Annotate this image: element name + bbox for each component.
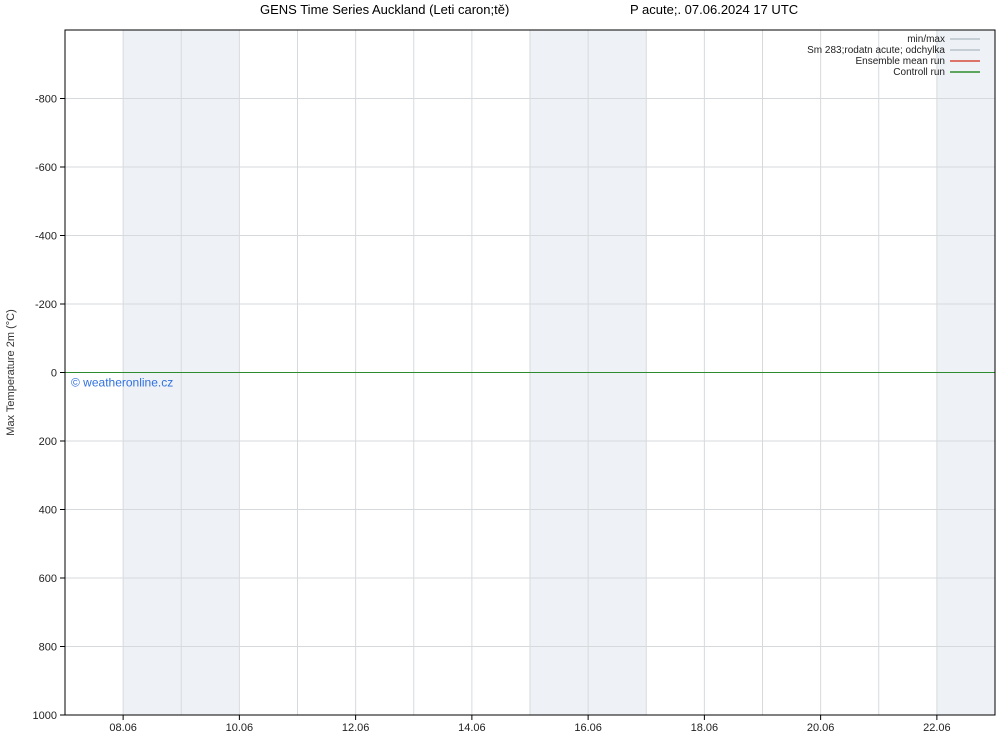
ytick-label: 400	[39, 505, 57, 517]
watermark: © weatheronline.cz	[71, 376, 173, 390]
ytick-label: -400	[35, 231, 57, 243]
chart-title-right: P acute;. 07.06.2024 17 UTC	[630, 2, 798, 17]
legend-label: Ensemble mean run	[856, 56, 946, 67]
ytick-label: 800	[39, 642, 57, 654]
legend-label: Controll run	[893, 67, 945, 78]
ytick-label: 0	[51, 368, 57, 380]
ytick-label: 1000	[33, 710, 57, 722]
chart-svg: -800 -600 -400 -200 0 200 400 600 800 1000 08.06 10…	[0, 0, 1000, 733]
xtick-label: 12.06	[342, 722, 370, 733]
chart-title-left: GENS Time Series Auckland (Leti caron;tě…	[260, 2, 509, 17]
xtick-label: 14.06	[458, 722, 486, 733]
ytick-label: 200	[39, 436, 57, 448]
xtick-label: 10.06	[226, 722, 254, 733]
legend-label: min/max	[907, 34, 945, 45]
ytick-label: -600	[35, 162, 57, 174]
timeseries-chart: -800 -600 -400 -200 0 200 400 600 800 1000 08.06 10…	[0, 0, 1000, 733]
ytick-label: 600	[39, 573, 57, 585]
xtick-label: 18.06	[691, 722, 719, 733]
ytick-label: -200	[35, 299, 57, 311]
xtick-label: 16.06	[574, 722, 602, 733]
y-axis-label: Max Temperature 2m (°C)	[5, 309, 17, 435]
xtick-label: 22.06	[923, 722, 951, 733]
legend-label: Sm 283;rodatn acute; odchylka	[807, 45, 945, 56]
xtick-label: 20.06	[807, 722, 835, 733]
ytick-label: -800	[35, 94, 57, 106]
xtick-label: 08.06	[109, 722, 137, 733]
